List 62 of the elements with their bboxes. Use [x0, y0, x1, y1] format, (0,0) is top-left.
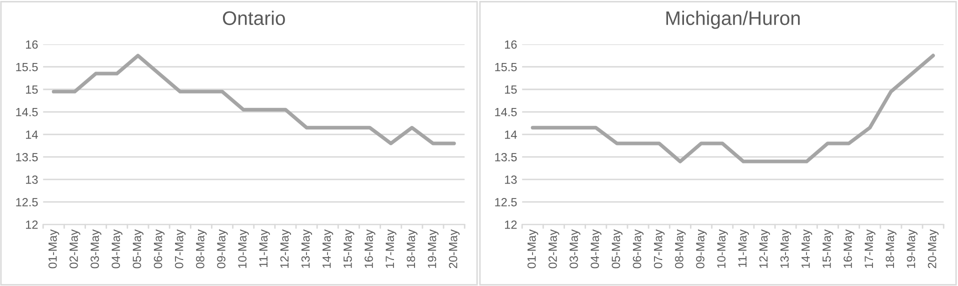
y-tick-label: 15 — [505, 86, 517, 94]
x-tick-label: 19-May — [906, 229, 918, 268]
x-tick-label: 20-May — [448, 229, 460, 268]
x-tick-label: 14-May — [322, 229, 334, 268]
x-tick-label: 02-May — [548, 229, 560, 268]
x-tick-label: 11-May — [738, 229, 749, 267]
x-tick-label: 09-May — [217, 229, 228, 268]
x-tick-label: 15-May — [344, 229, 354, 268]
chart-title: Ontario — [222, 10, 285, 26]
x-tick-label: 13-May — [301, 229, 312, 268]
y-tick-label: 15 — [26, 86, 38, 94]
x-tick-label: 20-May — [928, 229, 939, 268]
x-tick-label: 12-May — [759, 229, 770, 268]
chart-title: Michigan/Huron — [666, 10, 800, 29]
y-tick-label: 15.5 — [495, 63, 517, 72]
x-tick-label: 01-May — [48, 229, 60, 268]
x-tick-label: 07-May — [174, 229, 186, 268]
x-tick-label: 02-May — [70, 229, 80, 268]
x-tick-label: 10-May — [717, 229, 728, 268]
y-tick-label: 15.5 — [16, 63, 38, 72]
y-tick-label: 13 — [505, 176, 517, 184]
x-tick-label: 03-May — [570, 229, 580, 268]
y-tick-label: 13.5 — [495, 152, 517, 162]
x-tick-label: 13-May — [780, 229, 792, 268]
x-tick-label: 17-May — [386, 229, 396, 268]
line-series — [52, 54, 456, 146]
y-tick-label: 14 — [26, 130, 38, 139]
y-tick-label: 16 — [26, 40, 38, 49]
x-tick-label: 03-May — [90, 229, 102, 268]
x-tick-label: 05-May — [132, 229, 144, 268]
x-tick-label: 12-May — [280, 229, 291, 268]
x-tick-label: 16-May — [364, 229, 376, 268]
x-tick-label: 18-May — [886, 229, 896, 268]
line-series — [530, 54, 935, 164]
x-tick-label: 16-May — [844, 229, 854, 268]
y-tick-label: 14.5 — [16, 108, 38, 116]
x-tick-label: 17-May — [864, 229, 876, 268]
x-tick-label: 19-May — [428, 229, 439, 268]
x-tick-label: 05-May — [612, 229, 622, 268]
y-tick-label: 13.5 — [16, 152, 38, 162]
y-tick-label: 12.5 — [16, 198, 38, 206]
y-tick-label: 12 — [26, 220, 38, 229]
y-tick-label: 13 — [26, 176, 38, 184]
x-tick-label: 10-May — [238, 229, 249, 268]
x-tick-label: 07-May — [654, 229, 665, 268]
x-tick-label: 14-May — [802, 229, 812, 268]
y-tick-label: 16 — [505, 40, 517, 49]
x-tick-label: 08-May — [674, 229, 686, 268]
x-tick-label: 18-May — [406, 229, 418, 268]
x-tick-label: 01-May — [527, 229, 538, 268]
x-tick-label: 06-May — [632, 229, 644, 268]
y-tick-label: 14.5 — [495, 108, 517, 116]
y-tick-label: 12 — [505, 220, 517, 229]
x-tick-label: 06-May — [154, 229, 165, 268]
x-tick-label: 08-May — [196, 229, 207, 268]
x-tick-label: 04-May — [590, 229, 602, 268]
x-tick-label: 04-May — [112, 229, 122, 268]
y-tick-label: 12.5 — [495, 198, 517, 206]
x-tick-label: 15-May — [822, 229, 834, 268]
y-tick-label: 14 — [505, 130, 517, 139]
x-tick-label: 11-May — [259, 229, 270, 267]
x-tick-label: 09-May — [696, 229, 707, 268]
